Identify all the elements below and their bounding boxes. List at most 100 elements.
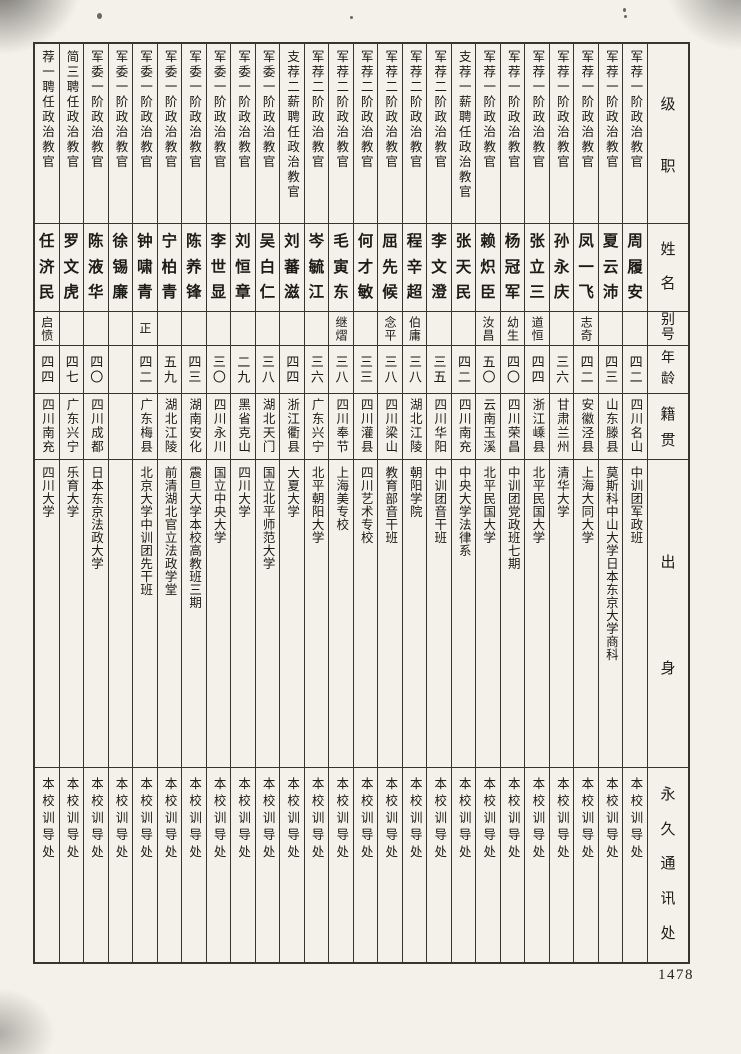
education-text: 国立中央大学 bbox=[211, 466, 226, 544]
age-cell: 三八 bbox=[255, 346, 280, 394]
origin-text: 四川成都 bbox=[89, 398, 104, 454]
education-text: 上海大同大学 bbox=[579, 466, 594, 544]
contact-text: 本校训导处 bbox=[579, 777, 594, 862]
name-cell: 陈液华 bbox=[84, 224, 108, 312]
origin-text: 云南玉溪 bbox=[481, 398, 496, 454]
alias-cell bbox=[206, 312, 231, 346]
alias-cell: 幼生 bbox=[500, 312, 525, 346]
person-name: 宁柏青 bbox=[161, 233, 178, 302]
person-column: 军荐二阶政治教官 岑毓江 三六 广东兴宁 北平朝阳大学 本校训导处 bbox=[303, 44, 329, 962]
rank-text: 军委一阶政治教官 bbox=[260, 50, 275, 170]
contact-text: 本校训导处 bbox=[260, 777, 275, 862]
person-column: 军荐二阶政治教官 程辛超 伯庸 三八 湖北江陵 朝阳学院 本校训导处 bbox=[401, 44, 427, 962]
rank-text: 军荐二阶政治教官 bbox=[407, 50, 422, 170]
rank-cell: 军委一阶政治教官 bbox=[255, 44, 280, 224]
person-column: 军荐二阶政治教官 何才敏 三三 四川灌县 四川艺术专校 本校训导处 bbox=[352, 44, 378, 962]
name-cell: 赖炽臣 bbox=[476, 224, 500, 312]
contact-text: 本校训导处 bbox=[358, 777, 373, 862]
origin-text: 山东滕县 bbox=[603, 398, 618, 454]
origin-header-label: 籍贯 bbox=[660, 407, 676, 449]
person-column: 军委一阶政治教官 刘恒章 二九 黑省克山 四川大学 本校训导处 bbox=[230, 44, 255, 962]
origin-cell bbox=[108, 394, 133, 460]
age-text: 四四 bbox=[529, 354, 545, 385]
education-cell: 北平民国大学 bbox=[476, 460, 500, 768]
contact-cell: 本校训导处 bbox=[452, 768, 476, 962]
age-text: 四二 bbox=[578, 354, 594, 385]
age-cell: 三六 bbox=[304, 346, 329, 394]
contact-text: 本校训导处 bbox=[334, 777, 349, 862]
alias-cell: 念平 bbox=[378, 312, 402, 346]
person-name: 孙永庆 bbox=[553, 233, 570, 302]
rank-cell: 简三聘任政治教官 bbox=[59, 44, 84, 224]
education-text: 北平民国大学 bbox=[481, 466, 496, 544]
origin-text: 黑省克山 bbox=[236, 398, 251, 454]
origin-text: 湖北江陵 bbox=[407, 398, 422, 454]
person-column: 军荐一阶政治教官 孙永庆 三六 甘肃兰州 清华大学 本校训导处 bbox=[548, 44, 574, 962]
origin-cell: 浙江衢县 bbox=[280, 394, 304, 460]
age-text: 五九 bbox=[161, 354, 177, 385]
origin-text: 湖北江陵 bbox=[162, 398, 177, 454]
rank-text: 军荐一阶政治教官 bbox=[530, 50, 545, 170]
age-text: 三〇 bbox=[210, 354, 226, 385]
contact-text: 本校训导处 bbox=[40, 777, 54, 862]
person-name: 吴白仁 bbox=[259, 233, 276, 302]
alias-text: 志奇 bbox=[579, 315, 594, 342]
contact-text: 本校训导处 bbox=[236, 777, 251, 862]
page-number: 1478 bbox=[658, 967, 694, 983]
origin-text: 浙江嵊县 bbox=[530, 398, 545, 454]
education-cell bbox=[108, 460, 133, 768]
name-cell: 刘蕃滋 bbox=[280, 224, 304, 312]
origin-text: 四川奉节 bbox=[334, 398, 349, 454]
person-column: 军荐一阶政治教官 杨冠军 幼生 四〇 四川荣昌 中训团党政班七期 本校训导处 bbox=[499, 44, 525, 962]
person-column: 军荐一阶政治教官 凤一飞 志奇 四二 安徽泾县 上海大同大学 本校训导处 bbox=[573, 44, 598, 962]
age-text: 四二 bbox=[627, 354, 643, 385]
contact-text: 本校训导处 bbox=[628, 777, 643, 862]
origin-cell: 四川梁山 bbox=[378, 394, 402, 460]
name-cell: 孙永庆 bbox=[549, 224, 574, 312]
name-cell: 何才敏 bbox=[353, 224, 378, 312]
origin-cell: 云南玉溪 bbox=[476, 394, 500, 460]
contact-text: 本校训导处 bbox=[113, 777, 128, 862]
contact-cell: 本校训导处 bbox=[280, 768, 304, 962]
contact-cell: 本校训导处 bbox=[378, 768, 402, 962]
contact-cell: 本校训导处 bbox=[305, 768, 329, 962]
origin-cell: 浙江嵊县 bbox=[525, 394, 549, 460]
origin-cell: 四川成都 bbox=[84, 394, 108, 460]
rank-cell: 荐一聘任政治教官 bbox=[35, 44, 59, 224]
rank-cell: 军委一阶政治教官 bbox=[84, 44, 108, 224]
contact-cell: 本校训导处 bbox=[231, 768, 255, 962]
rank-text: 军荐一阶政治教官 bbox=[579, 50, 594, 170]
contact-cell: 本校训导处 bbox=[574, 768, 598, 962]
person-name: 刘蕃滋 bbox=[284, 233, 300, 302]
age-text: 三三 bbox=[357, 354, 373, 385]
age-text: 四二 bbox=[456, 354, 472, 385]
origin-text: 湖北天门 bbox=[260, 398, 275, 454]
rank-cell: 军委一阶政治教官 bbox=[206, 44, 231, 224]
origin-cell: 湖北天门 bbox=[255, 394, 280, 460]
name-cell: 岑毓江 bbox=[304, 224, 329, 312]
education-cell: 中训团党政班七期 bbox=[500, 460, 525, 768]
rank-text: 军委一阶政治教官 bbox=[162, 50, 177, 170]
education-text: 大夏大学 bbox=[285, 466, 300, 518]
rank-text: 军委一阶政治教官 bbox=[138, 50, 153, 170]
person-column: 荐一聘任政治教官 任济民 启愤 四四 四川南充 四川大学 本校训导处 bbox=[35, 44, 59, 962]
contact-text: 本校训导处 bbox=[383, 777, 398, 862]
alias-text: 念平 bbox=[382, 315, 397, 342]
education-cell: 四川大学 bbox=[35, 460, 59, 768]
name-cell: 夏云沛 bbox=[598, 224, 623, 312]
contact-cell: 本校训导处 bbox=[84, 768, 108, 962]
rank-text: 军荐二阶政治教官 bbox=[383, 50, 398, 170]
education-text: 朝阳学院 bbox=[407, 466, 422, 518]
education-text: 中训团音干班 bbox=[432, 466, 447, 544]
age-cell: 四〇 bbox=[500, 346, 525, 394]
alias-text: 道恒 bbox=[530, 315, 545, 342]
contact-text: 本校训导处 bbox=[603, 777, 618, 862]
contact-cell: 本校训导处 bbox=[182, 768, 206, 962]
person-column: 军荐一阶政治教官 赖炽臣 汝昌 五〇 云南玉溪 北平民国大学 本校训导处 bbox=[475, 44, 500, 962]
rank-cell: 军荐二阶政治教官 bbox=[402, 44, 427, 224]
age-text: 三八 bbox=[333, 354, 349, 385]
person-column: 军委一阶政治教官 吴白仁 三八 湖北天门 国立北平师范大学 本校训导处 bbox=[254, 44, 280, 962]
origin-cell: 甘肃兰州 bbox=[549, 394, 574, 460]
origin-cell: 四川奉节 bbox=[329, 394, 353, 460]
rank-text: 简三聘任政治教官 bbox=[64, 50, 79, 170]
